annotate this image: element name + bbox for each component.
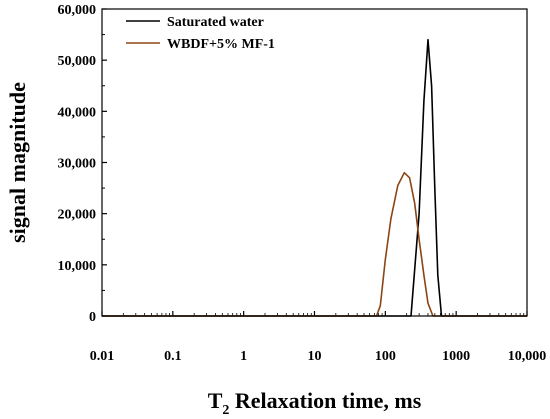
legend: Saturated water WBDF+5% MF-1 [126, 15, 275, 52]
x-axis-title-subscript: 2 [222, 403, 229, 418]
y-axis-ticks: 0 10,000 20,000 30,000 40,000 50,000 60,000 [58, 3, 107, 325]
x-axis-ticks: 0.01 0.1 1 10 100 1000 10,000 [90, 311, 547, 364]
series-line [102, 38, 527, 317]
y-tick-label: 20,000 [58, 208, 97, 223]
y-axis-title: signal magnitude [5, 82, 30, 243]
x-tick-label: 10 [308, 349, 322, 364]
x-axis-title-rest: Relaxation time, ms [229, 388, 421, 413]
x-tick-label: 0.01 [90, 349, 115, 364]
x-tick-label: 100 [375, 349, 396, 364]
y-tick-label: 30,000 [58, 157, 97, 172]
series-line [102, 171, 527, 317]
y-tick-label: 10,000 [58, 259, 97, 274]
x-tick-label: 1000 [442, 349, 470, 364]
y-tick-label: 40,000 [58, 105, 97, 120]
x-tick-label: 0.1 [164, 349, 182, 364]
legend-label: WBDF+5% MF-1 [167, 37, 275, 52]
x-axis-title-main: T [208, 388, 223, 413]
series-group [102, 38, 527, 317]
x-tick-label: 10,000 [508, 349, 547, 364]
y-tick-label: 50,000 [58, 54, 97, 69]
plot-frame [101, 8, 528, 317]
y-tick-label: 0 [89, 310, 96, 325]
x-axis-title: T2 Relaxation time, ms [208, 388, 422, 418]
legend-label: Saturated water [167, 15, 264, 30]
y-tick-label: 60,000 [58, 3, 97, 18]
x-tick-label: 1 [240, 349, 247, 364]
